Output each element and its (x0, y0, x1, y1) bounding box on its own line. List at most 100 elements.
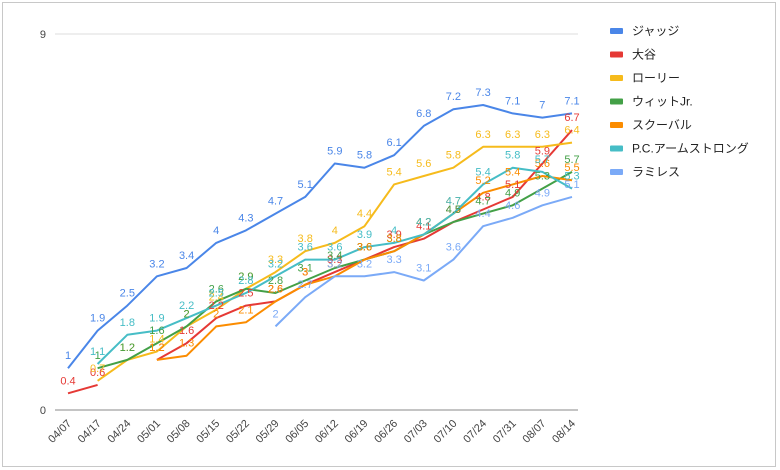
data-label: 2.4 (209, 292, 224, 304)
data-label: 3.1 (416, 262, 431, 274)
data-label: 4 (213, 225, 219, 237)
data-label: 3.3 (386, 254, 401, 266)
data-label: 5.3 (564, 171, 579, 183)
data-label: 4 (332, 225, 338, 237)
series-lines (67, 104, 573, 395)
legend-swatch (610, 122, 623, 128)
data-label: 3.3 (327, 254, 342, 266)
data-label: 5.8 (446, 150, 461, 162)
data-label: 6.8 (416, 108, 431, 120)
data-label: 1.2 (120, 342, 135, 354)
data-label: 5.4 (475, 166, 490, 178)
data-label: 4.2 (416, 217, 431, 229)
data-label: 5.5 (564, 162, 579, 174)
x-tick-label: 06/12 (313, 418, 341, 446)
data-label: 1.9 (90, 313, 105, 325)
data-label: 5.3 (535, 171, 550, 183)
data-label: 4.4 (357, 208, 372, 220)
data-label: 4.2 (416, 217, 431, 229)
x-tick-label: 05/01 (135, 418, 163, 446)
series-line (274, 195, 573, 328)
data-label: 1.1 (90, 346, 105, 358)
legend-swatch (610, 51, 623, 58)
legend-label: ウィットJr. (632, 95, 693, 109)
data-label: 4.9 (535, 187, 550, 199)
y-tick-label: 0 (40, 405, 46, 417)
data-label: 2 (272, 308, 278, 320)
x-tick-label: 08/14 (550, 418, 578, 446)
x-tick-label: 05/22 (224, 418, 252, 446)
data-label: 3.2 (327, 258, 342, 270)
data-label: 7.2 (446, 91, 461, 103)
legend-swatch (610, 75, 623, 81)
legend-label: P.C.アームストロング (632, 142, 749, 156)
data-label: 6.7 (564, 112, 579, 124)
data-label: 3.2 (268, 258, 283, 270)
legend-swatch (610, 145, 623, 152)
data-label: 1.8 (120, 317, 135, 329)
data-label: 5.9 (327, 146, 342, 158)
data-label: 7.1 (505, 95, 520, 107)
series-line (67, 129, 573, 395)
data-label: 5.1 (298, 179, 313, 191)
data-label: 7.3 (475, 87, 490, 99)
data-label: 6.1 (386, 137, 401, 149)
legend-label: 大谷 (632, 48, 656, 62)
data-label: 1.4 (149, 334, 164, 346)
data-label: 0.7 (90, 363, 105, 375)
x-tick-label: 07/31 (491, 418, 519, 446)
data-label: 2.6 (268, 283, 283, 295)
data-label: 1 (95, 350, 101, 362)
data-label: 6.3 (535, 129, 550, 141)
data-label: 5.4 (386, 166, 401, 178)
y-tick-label: 9 (40, 29, 46, 41)
series-line (97, 171, 573, 370)
x-tick-label: 04/17 (76, 418, 104, 446)
data-label: 5.1 (564, 179, 579, 191)
data-label: 4.7 (475, 196, 490, 208)
data-label: 3.4 (327, 250, 342, 262)
data-label: 5.9 (535, 146, 550, 158)
series-line (96, 166, 573, 365)
x-tick-label: 05/08 (165, 418, 193, 446)
x-tick-label: 04/07 (46, 418, 74, 446)
data-label: 2.6 (209, 283, 224, 295)
data-label: 7 (539, 100, 545, 112)
data-label: 5.7 (535, 154, 550, 166)
data-label: 2.5 (238, 288, 253, 300)
data-label: 2.2 (209, 300, 224, 312)
data-label: 3.6 (357, 242, 372, 254)
series-line (97, 141, 573, 382)
x-tick-label: 05/15 (194, 418, 222, 446)
data-labels: 11.92.53.23.444.34.75.15.9 5.86.16.87.2 7.… (60, 87, 579, 387)
data-label: 2.1 (238, 304, 253, 316)
data-label: 3.8 (298, 233, 313, 245)
data-label: 3 (302, 267, 308, 279)
x-tick-label: 06/26 (372, 418, 400, 446)
data-label: 3.6 (327, 242, 342, 254)
data-label: 0.6 (90, 367, 105, 379)
series-line (156, 175, 573, 361)
data-label: 6.3 (505, 129, 520, 141)
data-label: 5.6 (535, 158, 550, 170)
data-label: 3.9 (357, 229, 372, 241)
legend-label: スクーバル (632, 118, 692, 132)
data-label: 2 (184, 308, 190, 320)
data-label: 3.3 (268, 254, 283, 266)
x-tick-label: 07/10 (432, 418, 460, 446)
data-label: 2.7 (298, 279, 313, 291)
x-tick-label: 06/05 (283, 418, 311, 446)
data-label: 3.8 (386, 233, 401, 245)
data-label: 3.2 (149, 258, 164, 270)
legend-label: ラミレス (632, 165, 680, 179)
data-label: 2.8 (238, 275, 253, 287)
data-label: 3.2 (357, 258, 372, 270)
data-label: 4.7 (268, 196, 283, 208)
data-label: 1.2 (120, 342, 135, 354)
data-label: 5.1 (505, 179, 520, 191)
legend-label: ローリー (632, 71, 680, 85)
data-label: 4.3 (238, 212, 253, 224)
data-label: 3.4 (179, 250, 194, 262)
